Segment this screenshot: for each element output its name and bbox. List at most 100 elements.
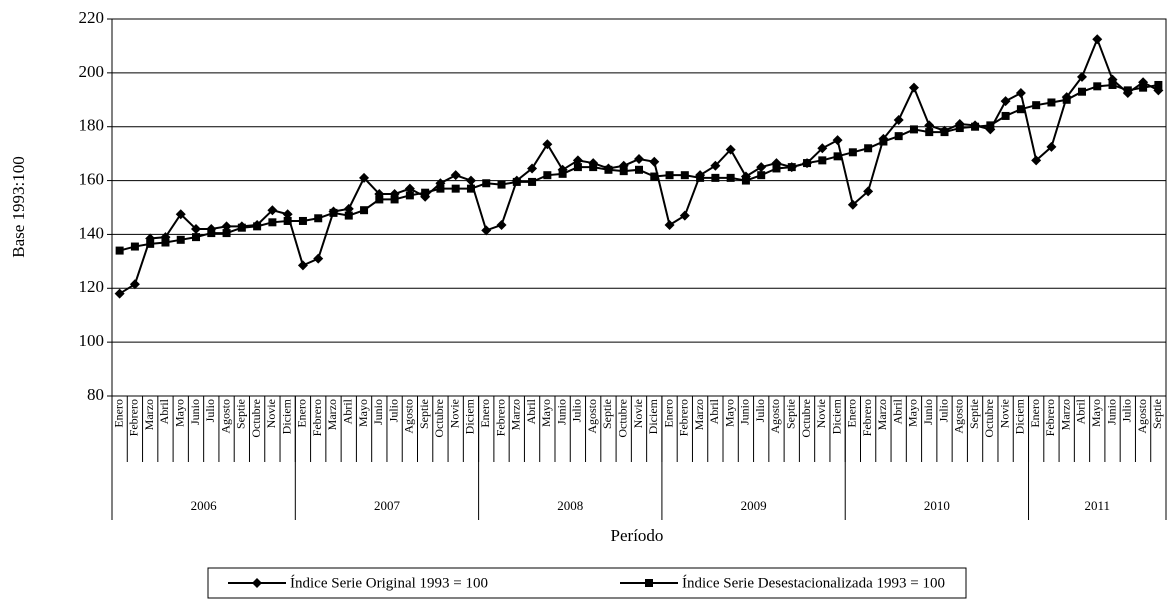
plot-area: [111, 18, 1167, 397]
point: [175, 209, 186, 220]
point: [313, 253, 324, 264]
x-tick-label: Septie: [784, 399, 798, 429]
point: [1031, 155, 1042, 166]
x-tick-label: Mayo: [172, 399, 186, 427]
year-label: 2010: [924, 498, 950, 513]
x-tick-label: Agosto: [768, 399, 782, 434]
point: [359, 172, 370, 183]
point: [466, 184, 475, 193]
x-tick-label: Agosto: [402, 399, 416, 434]
x-tick-label: Enero: [478, 399, 492, 428]
x-tick-label: Mayo: [906, 399, 920, 427]
point: [619, 167, 628, 176]
legend-label: Índice Serie Desestacionalizada 1993 = 1…: [682, 574, 945, 591]
point: [863, 186, 874, 197]
point: [909, 125, 918, 134]
x-tick-label: Octubre: [982, 399, 996, 438]
x-tick-label: Diciem: [646, 398, 660, 434]
point: [543, 171, 552, 180]
point: [664, 220, 675, 231]
x-tick-label: Novie: [814, 399, 828, 428]
point: [650, 172, 659, 181]
point: [772, 164, 781, 173]
point: [986, 121, 995, 130]
x-tick-label: Mayo: [356, 399, 370, 427]
point: [375, 195, 384, 204]
y-tick-label: 100: [79, 331, 105, 350]
point: [696, 173, 705, 182]
point: [1046, 141, 1057, 152]
point: [1047, 98, 1056, 107]
point: [680, 171, 689, 180]
y-tick-label: 140: [79, 223, 105, 242]
point: [146, 239, 155, 248]
point: [283, 216, 292, 225]
x-tick-label: Julio: [386, 399, 400, 422]
point: [894, 132, 903, 141]
point: [1093, 82, 1102, 91]
point: [589, 163, 598, 172]
point: [1123, 86, 1132, 95]
point: [908, 82, 919, 93]
x-tick-label: Enero: [661, 399, 675, 428]
point: [176, 235, 185, 244]
point: [725, 144, 736, 155]
x-tick-label: Julio: [1120, 399, 1134, 422]
x-tick-label: Septie: [417, 399, 431, 429]
x-tick-label: Mayo: [1089, 399, 1103, 427]
point: [879, 137, 888, 146]
x-tick-label: Novie: [447, 399, 461, 428]
point: [253, 222, 262, 231]
x-tick-label: Agosto: [218, 399, 232, 434]
x-tick-label: Septie: [600, 399, 614, 429]
point: [114, 288, 125, 299]
x-tick-label: Abril: [524, 398, 538, 424]
point: [451, 184, 460, 193]
point: [985, 124, 996, 135]
point: [1000, 96, 1011, 107]
y-tick-label: 220: [79, 8, 105, 27]
legend-marker: [645, 579, 653, 587]
point: [268, 218, 277, 227]
point: [527, 163, 538, 174]
x-tick-label: Enero: [111, 399, 125, 428]
legend-label: Índice Serie Original 1993 = 100: [290, 574, 488, 591]
x-tick-label: Marzo: [509, 399, 523, 430]
point: [832, 135, 843, 146]
point: [604, 165, 613, 174]
point: [542, 139, 553, 150]
point: [528, 177, 537, 186]
point: [191, 224, 202, 235]
point: [1016, 105, 1025, 114]
x-tick-label: Abril: [157, 398, 171, 424]
point: [573, 163, 582, 172]
point: [1032, 101, 1041, 110]
x-tick-label: Febrero: [310, 399, 324, 436]
point: [971, 122, 980, 131]
x-tick-label: Febrero: [127, 399, 141, 436]
point: [115, 246, 124, 255]
point: [665, 171, 674, 180]
point: [710, 160, 721, 171]
x-tick-label: Octubre: [799, 399, 813, 438]
x-tick-label: Septie: [967, 399, 981, 429]
x-tick-label: Junio: [738, 399, 752, 425]
x-tick-label: Mayo: [722, 399, 736, 427]
x-tick-label: Octubre: [432, 399, 446, 438]
x-axis-title: Período: [611, 526, 664, 545]
point: [404, 183, 415, 194]
point: [1077, 87, 1086, 96]
point: [129, 279, 140, 290]
x-tick-label: Junio: [188, 399, 202, 425]
point: [343, 203, 354, 214]
legend-marker: [252, 578, 262, 588]
x-tick-label: Novie: [631, 399, 645, 428]
point: [1076, 71, 1087, 82]
x-tick-label: Abril: [890, 398, 904, 424]
x-tick-label: Junio: [554, 399, 568, 425]
point: [1154, 80, 1163, 89]
point: [192, 233, 201, 242]
point: [757, 171, 766, 180]
y-tick-label: 200: [79, 62, 105, 81]
point: [1108, 80, 1117, 89]
